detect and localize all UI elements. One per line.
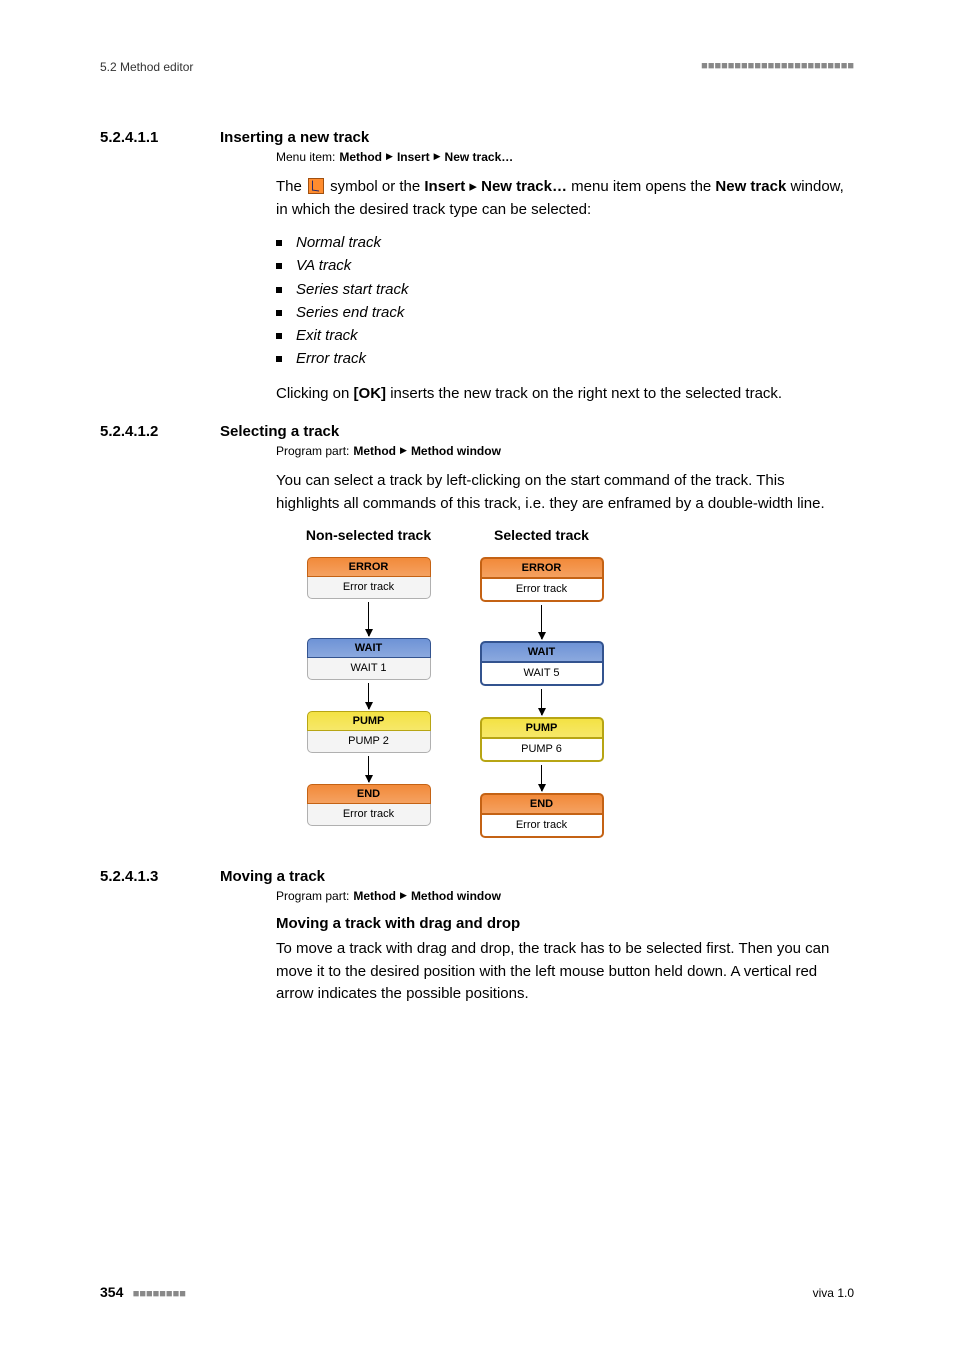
section-title: Moving a track [220,868,325,885]
program-part-path: Program part: Method ▶ Method window [276,889,844,903]
column-title: Non-selected track [296,527,441,543]
diagram-column-titles: Non-selected track Selected track [296,527,844,543]
node-head: END [307,784,431,804]
flow-arrow-icon [368,683,369,709]
node-body: Error track [307,577,431,599]
track-node-end: ENDError track [307,784,431,826]
track-node-error: ERRORError track [480,557,604,602]
footer-version: viva 1.0 [813,1286,854,1300]
flow-arrow-icon [541,689,542,715]
flow-arrow-icon [541,765,542,791]
list-item: Exit track [276,324,844,347]
section-content: Program part: Method ▶ Method window You… [276,444,844,838]
page-header: 5.2 Method editor ■■■■■■■■■■■■■■■■■■■■■■… [100,60,854,74]
menu-prefix: Program part: [276,889,349,903]
node-body: WAIT 5 [480,663,604,686]
node-head: ERROR [480,557,604,579]
page-number: 354 [100,1284,123,1300]
menu-step: Method [339,150,382,164]
track-node-wait: WAITWAIT 1 [307,638,431,680]
section-number: 5.2.4.1.1 [100,129,220,146]
node-body: Error track [307,804,431,826]
menu-step: Method [353,444,396,458]
track-node-pump: PUMPPUMP 6 [480,717,604,762]
list-item: Error track [276,347,844,370]
paragraph: The symbol or the Insert ▸ New track… me… [276,176,844,221]
track-node-wait: WAITWAIT 5 [480,641,604,686]
menu-step: Insert [397,150,430,164]
node-head: END [480,793,604,815]
section-number: 5.2.4.1.3 [100,868,220,885]
insert-track-icon [308,178,324,194]
track-node-end: ENDError track [480,793,604,838]
menu-step: Method window [411,889,501,903]
node-body: PUMP 2 [307,731,431,753]
header-section-label: 5.2 Method editor [100,60,193,74]
list-item: Series end track [276,301,844,324]
flow-arrow-icon [368,756,369,782]
node-body: PUMP 6 [480,739,604,762]
section-title: Inserting a new track [220,129,369,146]
page-footer: 354 ■■■■■■■■ viva 1.0 [100,1284,854,1300]
list-item: Normal track [276,231,844,254]
subsection-heading: Moving a track with drag and drop [276,915,844,932]
footer-left: 354 ■■■■■■■■ [100,1284,186,1300]
section-number: 5.2.4.1.2 [100,423,220,440]
menu-item-path: Menu item: Method ▶ Insert ▶ New track… [276,150,844,164]
section-title: Selecting a track [220,423,339,440]
paragraph: To move a track with drag and drop, the … [276,938,844,1006]
menu-step: Method [353,889,396,903]
node-body: WAIT 1 [307,658,431,680]
node-head: PUMP [307,711,431,731]
list-item: VA track [276,254,844,277]
paragraph: Clicking on [OK] inserts the new track o… [276,383,844,406]
section-heading: 5.2.4.1.2 Selecting a track [100,423,854,440]
node-head: PUMP [480,717,604,739]
track-type-list: Normal track VA track Series start track… [276,231,844,371]
menu-separator-icon: ▶ [434,151,441,162]
header-ornament: ■■■■■■■■■■■■■■■■■■■■■■■ [701,60,854,74]
node-body: Error track [480,815,604,838]
program-part-path: Program part: Method ▶ Method window [276,444,844,458]
menu-prefix: Menu item: [276,150,335,164]
node-head: WAIT [480,641,604,663]
track-node-pump: PUMPPUMP 2 [307,711,431,753]
section-heading: 5.2.4.1.1 Inserting a new track [100,129,854,146]
non-selected-track-column: ERRORError trackWAITWAIT 1PUMPPUMP 2ENDE… [296,557,441,826]
menu-prefix: Program part: [276,444,349,458]
track-selection-diagram: Non-selected track Selected track ERRORE… [276,527,844,838]
node-head: WAIT [307,638,431,658]
menu-separator-icon: ▶ [400,890,407,901]
list-item: Series start track [276,278,844,301]
section-content: Menu item: Method ▶ Insert ▶ New track… … [276,150,844,405]
track-node-error: ERRORError track [307,557,431,599]
menu-separator-icon: ▶ [386,151,393,162]
menu-separator-icon: ▶ [400,445,407,456]
selected-track-column: ERRORError trackWAITWAIT 5PUMPPUMP 6ENDE… [469,557,614,838]
menu-step: Method window [411,444,501,458]
paragraph: You can select a track by left-clicking … [276,470,844,515]
section-content: Program part: Method ▶ Method window Mov… [276,889,844,1006]
node-head: ERROR [307,557,431,577]
column-title: Selected track [469,527,614,543]
menu-step: New track… [445,150,514,164]
node-body: Error track [480,579,604,602]
flow-arrow-icon [541,605,542,639]
flow-arrow-icon [368,602,369,636]
section-heading: 5.2.4.1.3 Moving a track [100,868,854,885]
footer-ornament: ■■■■■■■■ [133,1288,186,1300]
